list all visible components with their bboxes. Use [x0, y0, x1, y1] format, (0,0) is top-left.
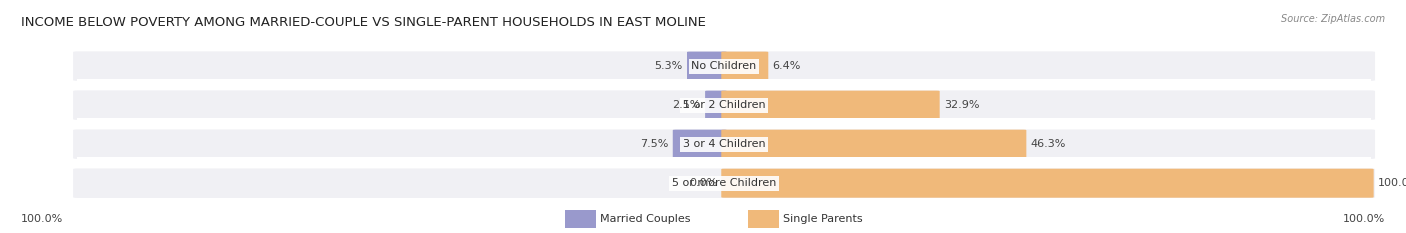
- Text: 2.5%: 2.5%: [672, 100, 702, 110]
- Text: 32.9%: 32.9%: [943, 100, 980, 110]
- Text: 0.0%: 0.0%: [689, 178, 717, 188]
- Text: Source: ZipAtlas.com: Source: ZipAtlas.com: [1281, 14, 1385, 24]
- Text: Single Parents: Single Parents: [783, 214, 863, 224]
- Text: 6.4%: 6.4%: [772, 61, 801, 71]
- Text: Married Couples: Married Couples: [600, 214, 690, 224]
- Text: 3 or 4 Children: 3 or 4 Children: [683, 139, 765, 149]
- Text: 5 or more Children: 5 or more Children: [672, 178, 776, 188]
- Text: INCOME BELOW POVERTY AMONG MARRIED-COUPLE VS SINGLE-PARENT HOUSEHOLDS IN EAST MO: INCOME BELOW POVERTY AMONG MARRIED-COUPL…: [21, 16, 706, 29]
- Text: 5.3%: 5.3%: [655, 61, 683, 71]
- Text: 1 or 2 Children: 1 or 2 Children: [683, 100, 765, 110]
- Text: 100.0%: 100.0%: [21, 214, 63, 224]
- Text: No Children: No Children: [692, 61, 756, 71]
- Text: 100.0%: 100.0%: [1378, 178, 1406, 188]
- Text: 46.3%: 46.3%: [1031, 139, 1066, 149]
- Text: 7.5%: 7.5%: [640, 139, 669, 149]
- Text: 100.0%: 100.0%: [1343, 214, 1385, 224]
